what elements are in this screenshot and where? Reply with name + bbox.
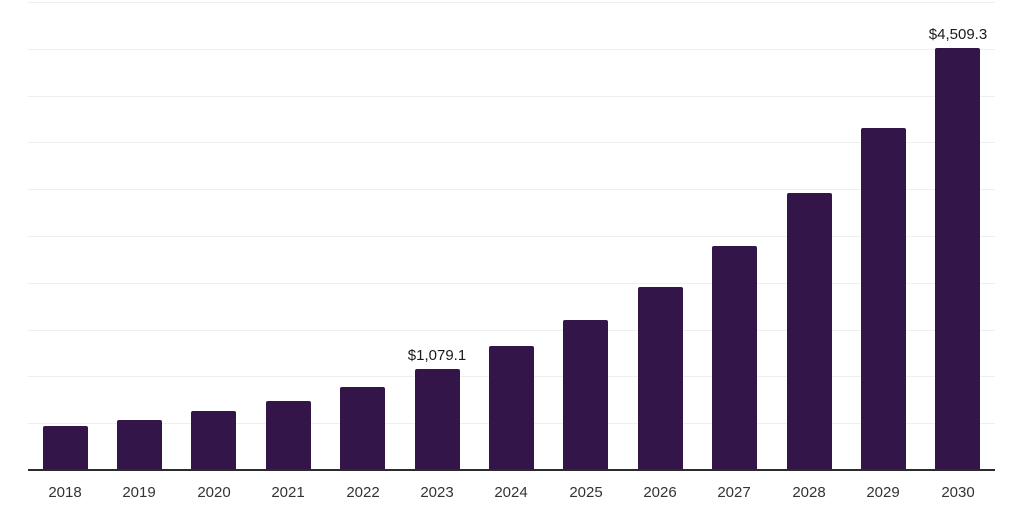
x-tick-label-2020: 2020 [197,484,231,501]
x-tick-label-2022: 2022 [346,484,380,501]
gridline-2000 [28,283,995,284]
x-tick-label-2028: 2028 [792,484,826,501]
bar-2023 [415,369,460,470]
x-tick-label-2025: 2025 [569,484,603,501]
x-tick-label-2030: 2030 [941,484,975,501]
gridline-5000 [28,2,995,3]
gridline-4000 [28,96,995,97]
gridline-2500 [28,236,995,237]
bar-2022 [340,387,385,470]
gridline-3000 [28,189,995,190]
bar-2019 [117,420,162,470]
x-tick-label-2027: 2027 [717,484,751,501]
data-label-2030: $4,509.3 [928,26,988,43]
gridline-3500 [28,142,995,143]
bar-2024 [489,346,534,470]
x-tick-label-2029: 2029 [866,484,900,501]
bar-2025 [563,320,608,470]
bar-2029 [861,128,906,470]
x-axis-line [28,469,995,471]
bar-2030 [935,48,980,470]
bar-2021 [266,401,311,470]
x-tick-label-2021: 2021 [271,484,305,501]
x-tick-label-2018: 2018 [48,484,82,501]
bar-2028 [787,193,832,470]
x-tick-label-2024: 2024 [494,484,528,501]
bar-2027 [712,246,757,470]
x-tick-label-2019: 2019 [122,484,156,501]
bar-2018 [43,426,88,470]
x-tick-label-2026: 2026 [643,484,677,501]
data-label-2023: $1,079.1 [407,347,467,364]
gridline-4500 [28,49,995,50]
gridline-1500 [28,330,995,331]
bar-2020 [191,411,236,470]
x-tick-label-2023: 2023 [420,484,454,501]
bar-2026 [638,287,683,470]
